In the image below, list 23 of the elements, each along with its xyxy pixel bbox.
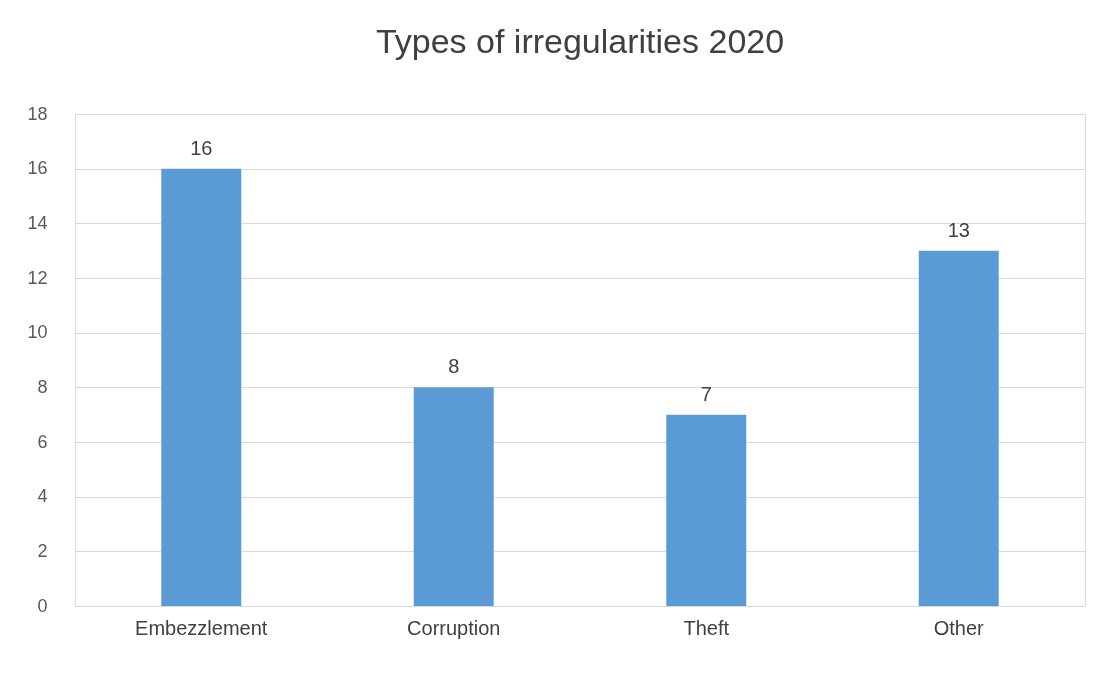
y-tick-label: 10 [27,322,48,343]
bar [666,414,747,606]
y-tick-label: 4 [37,486,48,507]
chart-title: Types of irregularities 2020 [375,22,785,60]
x-tick-label: Embezzlement [135,616,268,639]
bar [413,387,494,606]
bar [161,168,242,606]
x-tick-label: Theft [683,616,730,639]
y-tick-label: 14 [27,212,48,233]
y-tick-label: 16 [27,158,48,179]
x-tick-label: Corruption [407,616,501,639]
x-tick-label: Other [933,616,985,639]
bar [918,250,999,606]
data-label: 7 [700,382,712,405]
y-tick-label: 6 [37,431,48,452]
data-label: 8 [448,355,460,378]
y-tick-label: 12 [27,267,48,288]
data-label: 13 [947,218,970,241]
y-tick-label: 0 [37,595,48,616]
y-tick-label: 2 [37,540,48,561]
y-tick-label: 8 [37,376,48,397]
y-tick-label: 18 [27,103,48,124]
data-label: 16 [190,136,213,159]
